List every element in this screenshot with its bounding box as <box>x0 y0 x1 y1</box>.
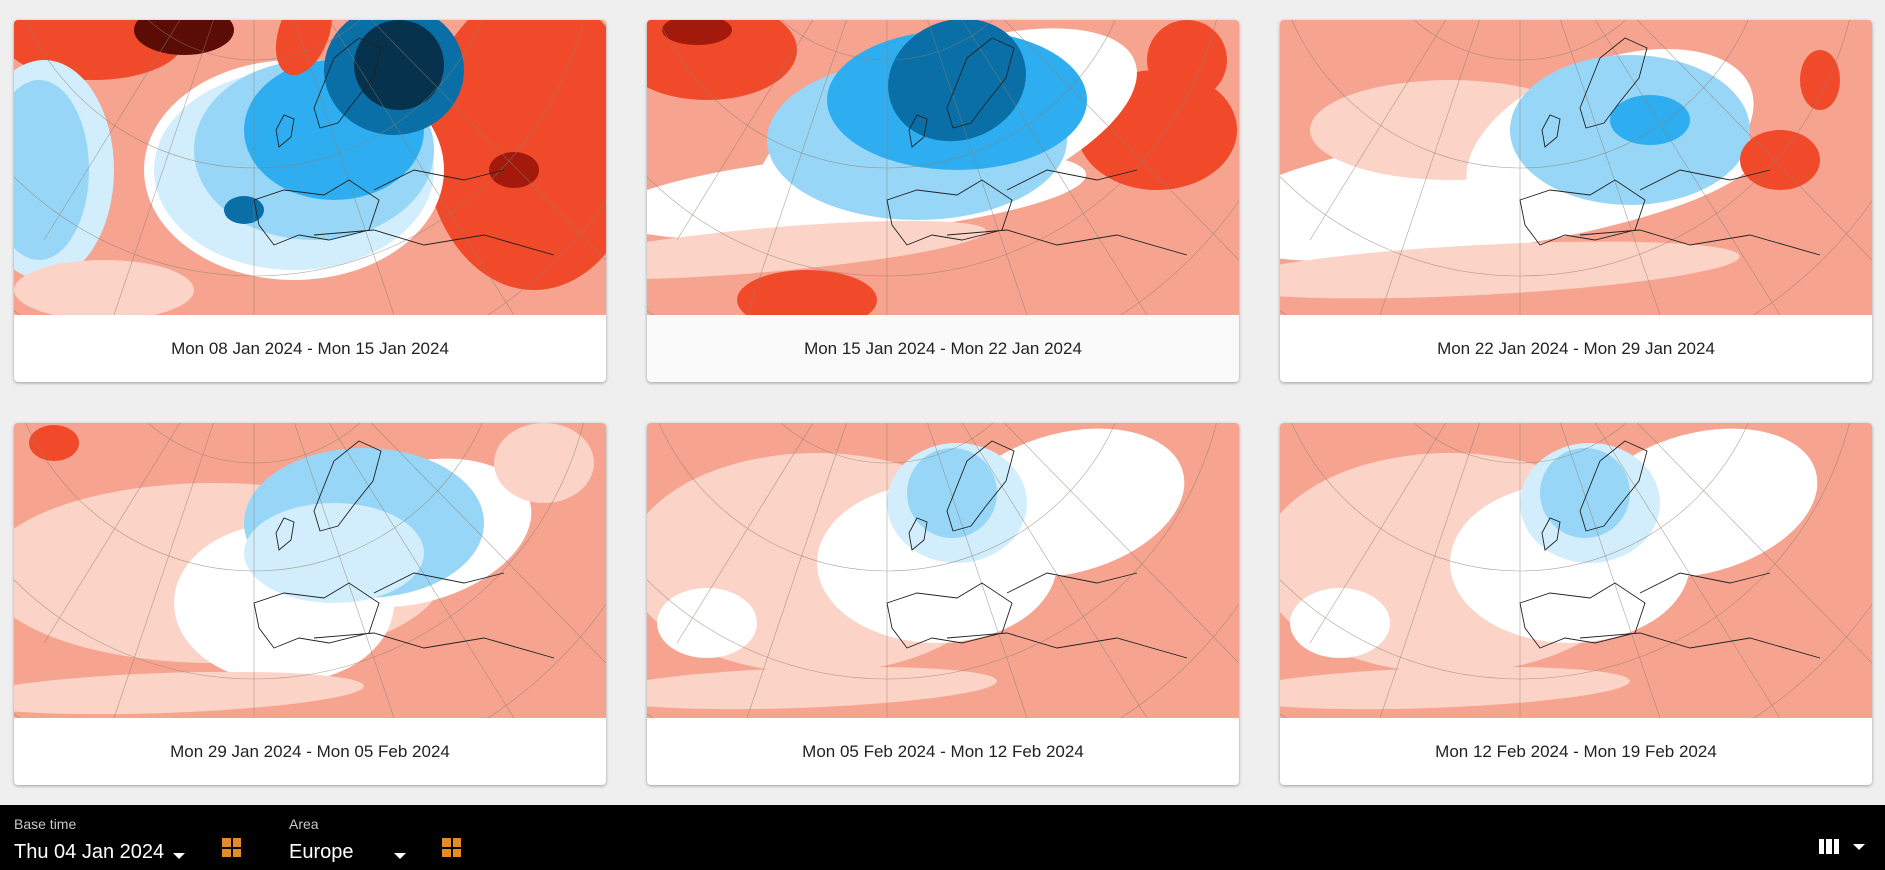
base-time-select[interactable]: Base time Thu 04 Jan 2024 <box>14 805 194 870</box>
anomaly-map <box>1280 20 1872 315</box>
anomaly-region <box>275 20 333 76</box>
anomaly-region <box>657 588 757 658</box>
coastline <box>886 37 1188 256</box>
coastline <box>253 440 555 659</box>
coastline <box>886 440 1188 659</box>
anomaly-region <box>907 448 997 538</box>
card-date-range: Mon 08 Jan 2024 - Mon 15 Jan 2024 <box>171 338 449 358</box>
card-date-range: Mon 12 Feb 2024 - Mon 19 Feb 2024 <box>1435 741 1717 761</box>
anomaly-region <box>647 220 987 280</box>
forecast-card[interactable]: Mon 15 Jan 2024 - Mon 22 Jan 2024 <box>647 20 1239 382</box>
grid-view-icon[interactable] <box>442 838 461 857</box>
coastline <box>1519 37 1821 256</box>
anomaly-region <box>14 80 89 260</box>
anomaly-region <box>29 425 79 461</box>
graticule <box>14 423 606 718</box>
forecast-card[interactable]: Mon 29 Jan 2024 - Mon 05 Feb 2024 <box>14 423 606 785</box>
graticule <box>647 20 1239 315</box>
area-value[interactable]: Europe <box>289 841 354 863</box>
card-date-range: Mon 15 Jan 2024 - Mon 22 Jan 2024 <box>804 338 1082 358</box>
map-grid: Mon 08 Jan 2024 - Mon 15 Jan 2024 Mon 15… <box>14 20 1872 785</box>
forecast-card[interactable]: Mon 12 Feb 2024 - Mon 19 Feb 2024 <box>1280 423 1872 785</box>
anomaly-region <box>1147 20 1227 100</box>
anomaly-region <box>1290 588 1390 658</box>
anomaly-region <box>737 270 877 315</box>
forecast-card[interactable]: Mon 05 Feb 2024 - Mon 12 Feb 2024 <box>647 423 1239 785</box>
chevron-down-icon[interactable] <box>173 853 185 859</box>
forecast-card[interactable]: Mon 08 Jan 2024 - Mon 15 Jan 2024 <box>14 20 606 382</box>
anomaly-region <box>1740 130 1820 190</box>
anomaly-map <box>14 423 606 718</box>
bottom-toolbar: Base time Thu 04 Jan 2024 Area Europe <box>0 805 1885 870</box>
anomaly-region <box>244 503 424 603</box>
coastline <box>1519 440 1821 659</box>
anomaly-region <box>1280 241 1740 299</box>
graticule <box>1280 20 1872 315</box>
base-time-value[interactable]: Thu 04 Jan 2024 <box>14 841 165 863</box>
chevron-down-icon[interactable] <box>394 853 406 859</box>
anomaly-region <box>494 423 594 503</box>
anomaly-region <box>1610 95 1690 145</box>
graticule <box>647 423 1239 718</box>
anomaly-map <box>1280 423 1872 718</box>
anomaly-region <box>1800 50 1840 110</box>
forecast-card[interactable]: Mon 22 Jan 2024 - Mon 29 Jan 2024 <box>1280 20 1872 382</box>
anomaly-map <box>647 423 1239 718</box>
coastline <box>253 37 555 256</box>
anomaly-region <box>1540 448 1630 538</box>
anomaly-region <box>662 20 732 45</box>
grid-view-icon[interactable] <box>222 838 241 857</box>
anomaly-region <box>354 20 444 110</box>
area-caption: Area <box>289 816 319 832</box>
anomaly-region <box>14 260 194 315</box>
graticule <box>14 20 606 315</box>
base-time-caption: Base time <box>14 816 77 832</box>
anomaly-map <box>647 20 1239 315</box>
graticule <box>1280 423 1872 718</box>
anomaly-region <box>888 20 1026 142</box>
card-date-range: Mon 05 Feb 2024 - Mon 12 Feb 2024 <box>802 741 1084 761</box>
anomaly-region <box>489 152 539 188</box>
columns-icon[interactable] <box>1819 839 1839 854</box>
layout-chevron-down-icon[interactable] <box>1853 844 1865 850</box>
card-date-range: Mon 29 Jan 2024 - Mon 05 Feb 2024 <box>170 741 450 761</box>
card-date-range: Mon 22 Jan 2024 - Mon 29 Jan 2024 <box>1437 338 1715 358</box>
anomaly-region <box>647 666 997 710</box>
area-select[interactable]: Area Europe <box>289 805 409 870</box>
anomaly-region <box>14 671 364 715</box>
anomaly-map <box>14 20 606 315</box>
anomaly-region <box>1280 666 1630 710</box>
